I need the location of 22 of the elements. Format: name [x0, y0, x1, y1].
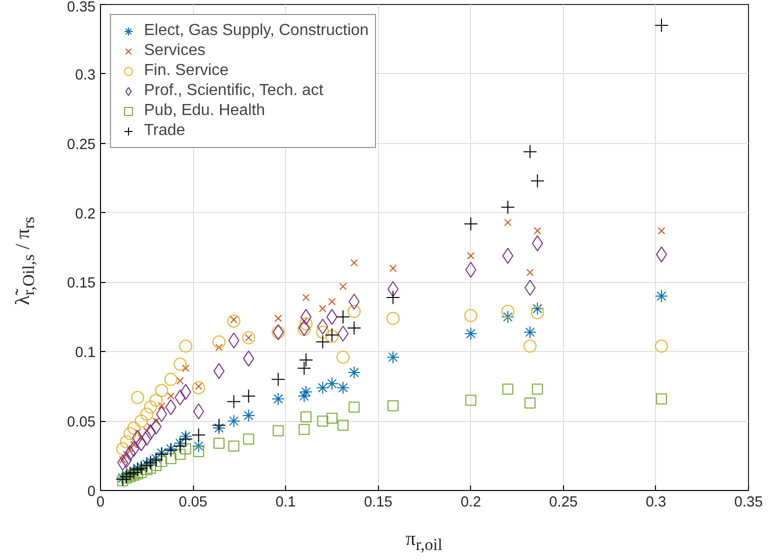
x-tick-label: 0.35 — [734, 494, 763, 510]
x-axis-title: π$_{r,oil}$ — [404, 527, 444, 556]
y-tick-label: 0.2 — [75, 206, 96, 222]
y-tick-label: 0.3 — [75, 67, 96, 84]
legend-label: Elect, Gas Supply, Construction — [144, 22, 369, 40]
y-tick-label: 0 — [87, 484, 96, 500]
y-tick-label: 0.15 — [66, 276, 96, 292]
x-tick-label: 0.3 — [646, 494, 666, 510]
legend-label: Services — [144, 42, 206, 60]
y-tick-label: 0.1 — [75, 345, 96, 362]
legend-label: Prof., Scientific, Tech. act — [144, 82, 324, 100]
y-tick-label: 0.25 — [66, 136, 96, 153]
legend-label: Fin. Service — [144, 62, 228, 80]
x-tick-label: 0.05 — [178, 494, 208, 510]
y-tick-label: 0.05 — [66, 414, 96, 431]
legend-label: Trade — [144, 122, 186, 140]
x-tick-label: 0.15 — [364, 494, 392, 510]
x-tick-label: 0.2 — [460, 494, 481, 510]
x-tick-label: 0.25 — [549, 494, 578, 510]
legend-label: Pub, Edu. Health — [144, 102, 265, 120]
x-tick-label: 0.1 — [275, 494, 296, 510]
y-tick-label: 0.35 — [66, 0, 96, 16]
